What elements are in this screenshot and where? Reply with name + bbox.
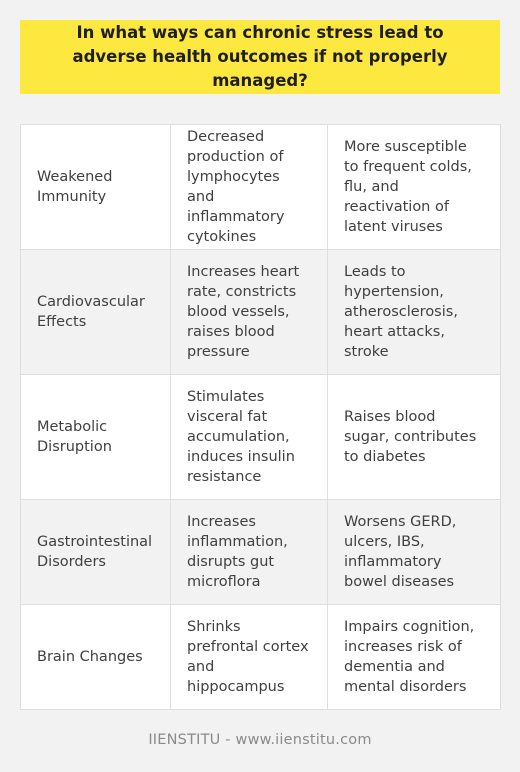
- mechanism-cell: Shrinks prefrontal cortex and hippocampu…: [170, 604, 328, 710]
- stress-effects-table: Weakened Immunity Decreased production o…: [20, 124, 501, 710]
- mechanism-cell: Stimulates visceral fat accumulation, in…: [170, 374, 328, 500]
- table-row: Gastrointestinal Disorders Increases inf…: [20, 499, 501, 605]
- page-title: In what ways can chronic stress lead to …: [72, 23, 448, 90]
- mechanism-cell: Increases inflammation, disrupts gut mic…: [170, 499, 328, 605]
- title-banner: In what ways can chronic stress lead to …: [20, 20, 500, 94]
- outcome-cell: Impairs cognition, increases risk of dem…: [327, 604, 501, 710]
- table-row: Metabolic Disruption Stimulates visceral…: [20, 374, 501, 500]
- outcome-cell: Raises blood sugar, contributes to diabe…: [327, 374, 501, 500]
- table-row: Cardiovascular Effects Increases heart r…: [20, 249, 501, 375]
- category-cell: Metabolic Disruption: [20, 374, 171, 500]
- category-cell: Gastrointestinal Disorders: [20, 499, 171, 605]
- outcome-cell: More susceptible to frequent colds, flu,…: [327, 124, 501, 250]
- category-cell: Weakened Immunity: [20, 124, 171, 250]
- mechanism-cell: Decreased production of lymphocytes and …: [170, 124, 328, 250]
- table-row: Brain Changes Shrinks prefrontal cortex …: [20, 604, 501, 710]
- category-cell: Cardiovascular Effects: [20, 249, 171, 375]
- footer-credit: IIENSTITU - www.iienstitu.com: [148, 732, 372, 748]
- outcome-cell: Worsens GERD, ulcers, IBS, inflammatory …: [327, 499, 501, 605]
- outcome-cell: Leads to hypertension, atherosclerosis, …: [327, 249, 501, 375]
- table-row: Weakened Immunity Decreased production o…: [20, 124, 501, 250]
- category-cell: Brain Changes: [20, 604, 171, 710]
- mechanism-cell: Increases heart rate, constricts blood v…: [170, 249, 328, 375]
